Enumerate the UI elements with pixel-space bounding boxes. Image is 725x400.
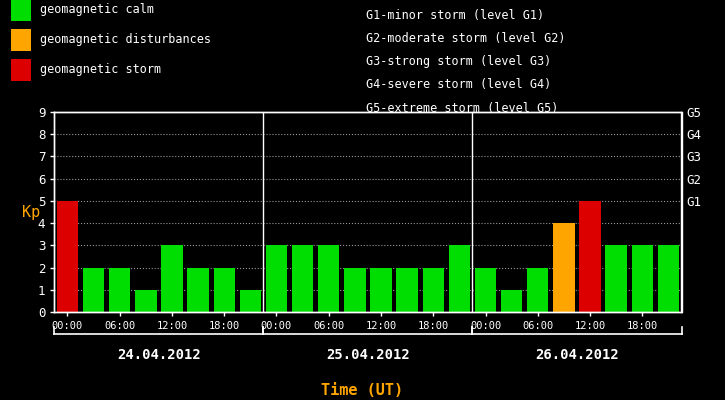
Text: 24.04.2012: 24.04.2012 — [117, 348, 201, 362]
Bar — [605, 245, 627, 312]
Bar — [57, 201, 78, 312]
Bar — [213, 268, 235, 312]
Bar — [344, 268, 365, 312]
Bar — [370, 268, 392, 312]
Bar — [240, 290, 261, 312]
Text: G2-moderate storm (level G2): G2-moderate storm (level G2) — [366, 32, 566, 45]
Text: G5-extreme storm (level G5): G5-extreme storm (level G5) — [366, 102, 558, 115]
Bar — [579, 201, 601, 312]
Y-axis label: Kp: Kp — [22, 204, 40, 220]
Text: G4-severe storm (level G4): G4-severe storm (level G4) — [366, 78, 552, 92]
Text: Time (UT): Time (UT) — [321, 383, 404, 398]
Text: geomagnetic storm: geomagnetic storm — [40, 64, 161, 76]
Bar — [423, 268, 444, 312]
Text: geomagnetic calm: geomagnetic calm — [40, 4, 154, 16]
Bar — [187, 268, 209, 312]
Text: G1-minor storm (level G1): G1-minor storm (level G1) — [366, 9, 544, 22]
Bar — [318, 245, 339, 312]
Bar — [397, 268, 418, 312]
Text: 25.04.2012: 25.04.2012 — [326, 348, 410, 362]
Text: G3-strong storm (level G3): G3-strong storm (level G3) — [366, 55, 552, 68]
Bar — [449, 245, 470, 312]
Bar — [109, 268, 130, 312]
Bar — [292, 245, 313, 312]
Bar — [501, 290, 523, 312]
Bar — [475, 268, 496, 312]
Bar — [527, 268, 549, 312]
Bar — [83, 268, 104, 312]
Bar — [631, 245, 653, 312]
Bar — [658, 245, 679, 312]
Bar — [135, 290, 157, 312]
Bar — [161, 245, 183, 312]
Text: geomagnetic disturbances: geomagnetic disturbances — [40, 34, 211, 46]
Bar — [553, 223, 575, 312]
Bar — [266, 245, 287, 312]
Text: 26.04.2012: 26.04.2012 — [535, 348, 619, 362]
